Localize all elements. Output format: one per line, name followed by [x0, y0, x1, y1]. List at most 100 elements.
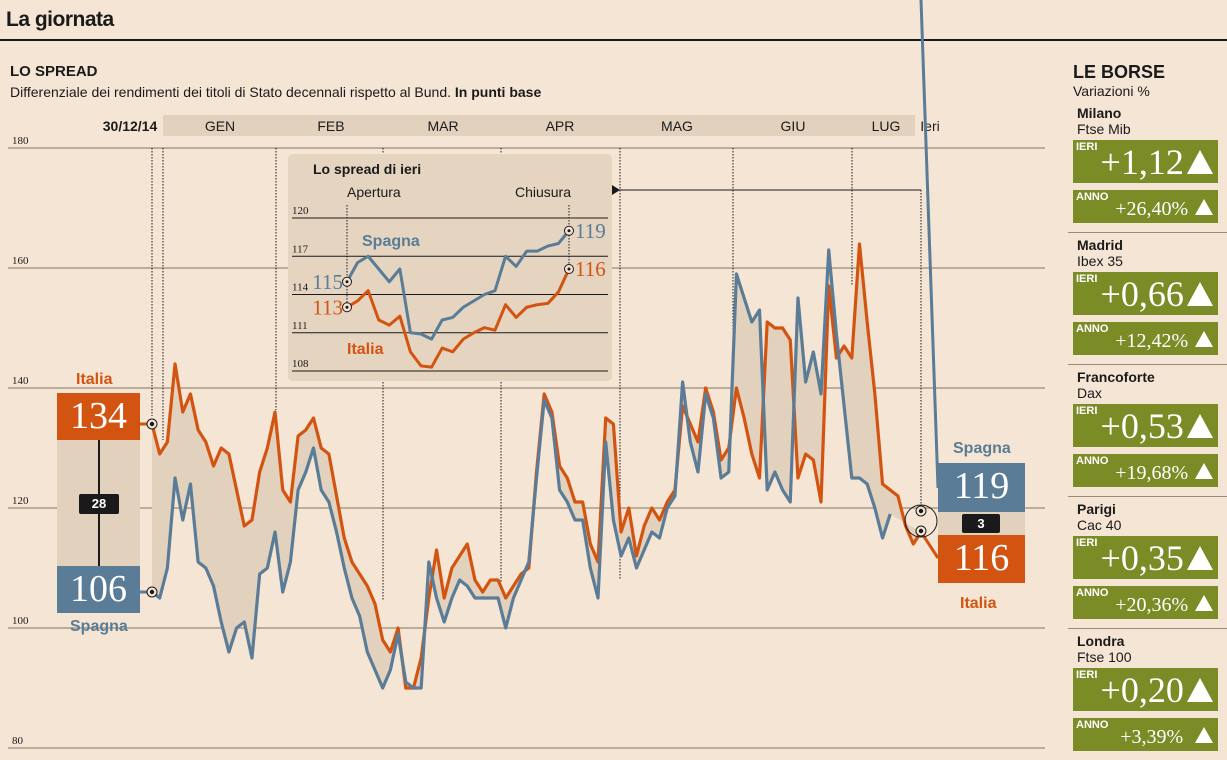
inset-spagna-label: Spagna	[362, 233, 420, 250]
inset-point-dot	[567, 229, 571, 233]
y-tick-label: 140	[12, 375, 29, 387]
italia-end-connector	[919, 531, 940, 559]
market-index: Ftse 100	[1077, 649, 1132, 665]
market-divider	[1068, 496, 1227, 497]
x-tick-label: APR	[546, 118, 575, 134]
point-marker-dot	[918, 528, 924, 534]
market-divider	[1068, 364, 1227, 365]
ieri-value: +0,20	[1100, 669, 1184, 710]
x-tick-label: FEB	[317, 118, 344, 134]
end-italia-value: 116	[938, 535, 1025, 583]
market-index: Ibex 35	[1077, 253, 1123, 269]
inset-italia-line	[346, 268, 571, 369]
anno-box: ANNO +26,40%	[1073, 190, 1218, 223]
ieri-tag: IERI	[1076, 141, 1098, 153]
inset-x-label-chiusura: Chiusura	[515, 184, 571, 200]
start-diff-badge: 28	[79, 494, 119, 514]
inset-y-tick-label: 114	[292, 282, 309, 294]
anno-value: +12,42%	[1115, 329, 1189, 352]
up-triangle-icon	[1195, 330, 1213, 347]
anno-box: ANNO +20,36%	[1073, 586, 1218, 619]
spread-chart: 30/12/14 GEN FEB MAR APR MAG GIU LUG Ieri 180 160 1…	[8, 0, 1045, 749]
anno-tag: ANNO	[1076, 455, 1109, 467]
market-city: Parigi	[1077, 501, 1116, 517]
inset-point-dot	[345, 305, 349, 309]
ieri-tag: IERI	[1076, 273, 1098, 285]
anno-value: +26,40%	[1115, 197, 1189, 220]
up-triangle-icon	[1187, 149, 1213, 174]
x-tick-label: GEN	[205, 118, 235, 134]
inset-value-spagna_close: 119	[575, 219, 606, 243]
market-londra: Londra Ftse 100 IERI +0,20 ANNO +3,39%	[1068, 633, 1227, 760]
x-tick-label: MAR	[427, 118, 458, 134]
end-spagna-value: 119	[938, 463, 1025, 512]
inset-value-italia_open: 113	[312, 295, 343, 319]
ieri-value: +1,12	[1100, 141, 1184, 182]
anno-tag: ANNO	[1076, 191, 1109, 203]
inset-point-dot	[345, 280, 349, 284]
spagna-line	[151, 248, 892, 690]
up-triangle-icon	[1195, 462, 1213, 479]
market-divider	[1068, 628, 1227, 629]
month-band	[163, 115, 915, 136]
anno-box: ANNO +3,39%	[1073, 718, 1218, 751]
inset-panel	[288, 154, 612, 381]
inset-title: Lo spread di ieri	[313, 161, 421, 177]
start-spagna-label: Spagna	[70, 618, 128, 635]
anno-box: ANNO +12,42%	[1073, 322, 1218, 355]
spread-subtitle: Differenziale dei rendimenti dei titoli …	[10, 84, 541, 100]
inset-x-label-apertura: Apertura	[347, 184, 401, 200]
borse-subtitle: Variazioni %	[1073, 83, 1150, 99]
market-parigi: Parigi Cac 40 IERI +0,35 ANNO +20,36%	[1068, 501, 1227, 628]
anno-tag: ANNO	[1076, 587, 1109, 599]
unit-text: In punti base	[454, 84, 542, 100]
ieri-box: IERI +0,66	[1073, 272, 1218, 315]
anno-box: ANNO +19,68%	[1073, 454, 1218, 487]
market-city: Madrid	[1077, 237, 1123, 253]
up-triangle-icon	[1187, 281, 1213, 306]
x-tick-label: 30/12/14	[103, 118, 158, 134]
x-tick-label: GIU	[781, 118, 806, 134]
market-city: Milano	[1077, 105, 1122, 121]
anno-tag: ANNO	[1076, 323, 1109, 335]
market-index: Dax	[1077, 385, 1102, 401]
ieri-value: +0,53	[1100, 405, 1184, 446]
inset-value-italia_close: 116	[575, 257, 606, 281]
point-marker-dot	[149, 589, 155, 595]
inset-y-tick-label: 111	[292, 320, 308, 332]
market-francoforte: Francoforte Dax IERI +0,53 ANNO +19,68%	[1068, 369, 1227, 496]
end-highlight-circle	[904, 504, 938, 538]
arrow-icon	[612, 185, 620, 195]
title-rule	[0, 39, 1227, 41]
market-divider	[1068, 232, 1227, 233]
x-tick-label: MAG	[661, 118, 693, 134]
x-tick-label: Ieri	[920, 118, 939, 134]
y-tick-label: 80	[12, 735, 24, 747]
y-tick-label: 120	[12, 495, 29, 507]
up-triangle-icon	[1187, 413, 1213, 438]
market-city: Londra	[1077, 633, 1125, 649]
spread-title: LO SPREAD	[10, 63, 98, 80]
page-title: La giornata	[6, 8, 114, 31]
end-spagna-label: Spagna	[953, 440, 1011, 457]
y-tick-label: 100	[12, 615, 29, 627]
spagna-end-connector	[919, 0, 940, 489]
end-italia-label: Italia	[960, 595, 997, 612]
ieri-box: IERI +0,20	[1073, 668, 1218, 711]
borse-title: LE BORSE	[1073, 62, 1166, 82]
ieri-box: IERI +1,12	[1073, 140, 1218, 183]
y-tick-label: 160	[12, 255, 29, 267]
point-marker-dot	[149, 421, 155, 427]
market-milano: Milano Ftse Mib IERI +1,12 ANNO +26,40%	[1068, 105, 1227, 232]
start-italia-value: 134	[57, 393, 140, 440]
ieri-box: IERI +0,53	[1073, 404, 1218, 447]
inset-point-dot	[567, 267, 571, 271]
inset-value-spagna_open: 115	[312, 270, 343, 294]
anno-value: +19,68%	[1115, 461, 1189, 484]
inset-y-tick-label: 117	[292, 243, 309, 255]
start-spagna-value: 106	[57, 566, 140, 613]
market-city: Francoforte	[1077, 369, 1155, 385]
ieri-tag: IERI	[1076, 669, 1098, 681]
up-triangle-icon	[1195, 198, 1213, 215]
market-madrid: Madrid Ibex 35 IERI +0,66 ANNO +12,42%	[1068, 237, 1227, 364]
